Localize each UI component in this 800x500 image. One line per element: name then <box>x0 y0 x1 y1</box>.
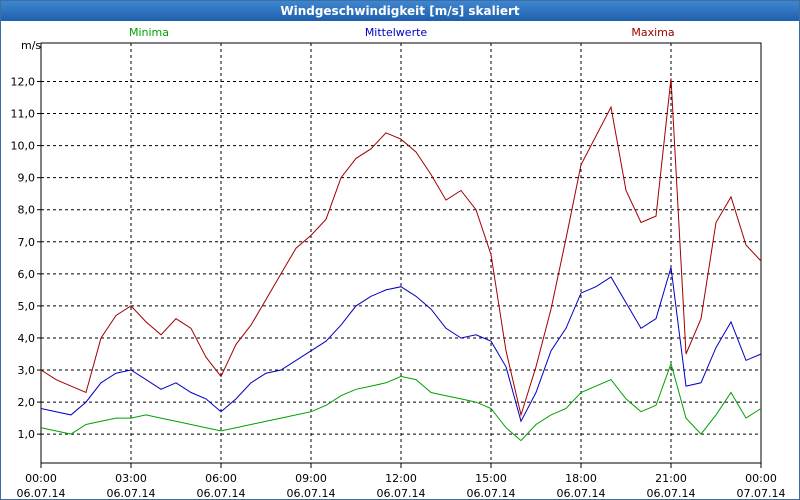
x-tick-date: 06.07.14 <box>377 487 426 499</box>
y-axis-label: m/s <box>21 39 41 52</box>
x-tick-date: 06.07.14 <box>467 487 516 499</box>
window-title: Windgeschwindigkeit [m/s] skaliert <box>1 1 799 21</box>
x-tick-time: 06:00 <box>205 472 237 485</box>
y-tick-label: 12,0 <box>11 75 36 88</box>
x-tick-time: 00:00 <box>25 472 57 485</box>
x-tick-time: 12:00 <box>385 472 417 485</box>
y-tick-label: 7,0 <box>18 236 36 249</box>
x-tick-time: 21:00 <box>655 472 687 485</box>
y-axis: 1,0 2,0 3,0 4,0 5,0 6,0 7,0 8,0 9,0 10,0 11,0 12,0 <box>11 75 41 441</box>
legend-minima: Minima <box>129 26 169 39</box>
x-tick-time: 00:00 <box>745 472 777 485</box>
y-tick-label: 8,0 <box>18 204 36 217</box>
x-tick-date: 06.07.14 <box>197 487 246 499</box>
x-tick-time: 03:00 <box>115 472 147 485</box>
series-line-minima <box>40 361 762 442</box>
x-tick-date: 06.07.14 <box>107 487 156 499</box>
wind-speed-chart: 1,02,03,04,05,06,07,08,09,010,011,012,0 … <box>11 26 786 499</box>
y-tick-label: 4,0 <box>18 332 36 345</box>
y-tick-label: 6,0 <box>18 268 36 281</box>
y-tick-label: 10,0 <box>11 140 36 153</box>
y-tick-label: 5,0 <box>18 300 36 313</box>
x-axis: 00:00 06.07.14 03:00 06.07.14 06:00 06.07.14 0… <box>17 463 786 499</box>
y-tick-label: 3,0 <box>18 364 36 377</box>
x-tick-date: 06.07.14 <box>557 487 606 499</box>
series-group <box>40 78 762 442</box>
x-tick-date: 07.07.14 <box>737 487 786 499</box>
x-tick-date: 06.07.14 <box>17 487 66 499</box>
y-tick-label: 1,0 <box>18 428 36 441</box>
y-tick-label: 11,0 <box>11 108 36 121</box>
grid <box>41 43 761 463</box>
legend-mittelwerte: Mittelwerte <box>365 26 428 39</box>
x-tick-time: 15:00 <box>475 472 507 485</box>
y-tick-label: 9,0 <box>18 172 36 185</box>
x-tick-time: 09:00 <box>295 472 327 485</box>
x-tick-time: 18:00 <box>565 472 597 485</box>
series-line-maxima <box>40 78 762 417</box>
legend: Minima Mittelwerte Maxima <box>129 26 675 39</box>
x-tick-date: 06.07.14 <box>647 487 696 499</box>
legend-maxima: Maxima <box>631 26 674 39</box>
series-line-mittelwerte <box>40 267 762 423</box>
y-tick-label: 2,0 <box>18 396 36 409</box>
x-tick-date: 06.07.14 <box>287 487 336 499</box>
